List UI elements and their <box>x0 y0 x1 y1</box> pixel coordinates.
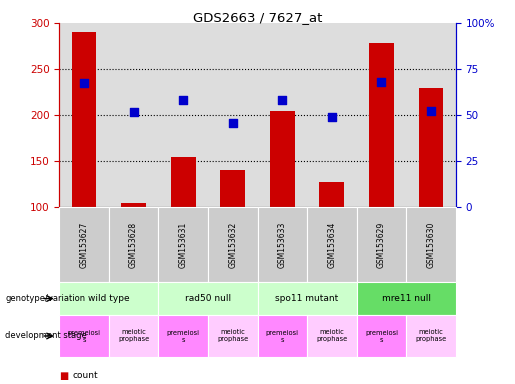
Text: GSM153633: GSM153633 <box>278 222 287 268</box>
Text: meiotic
prophase: meiotic prophase <box>316 329 348 343</box>
Point <box>129 109 138 116</box>
Text: GSM153627: GSM153627 <box>79 222 89 268</box>
Text: ■: ■ <box>59 371 68 381</box>
Text: GSM153634: GSM153634 <box>328 222 336 268</box>
Text: wild type: wild type <box>88 294 130 303</box>
Point <box>80 80 88 86</box>
Text: premeiosi
s: premeiosi s <box>67 329 100 343</box>
Text: count: count <box>72 371 98 381</box>
Bar <box>72 32 96 300</box>
Text: GSM153628: GSM153628 <box>129 222 138 268</box>
Text: GSM153631: GSM153631 <box>179 222 187 268</box>
Text: GSM153630: GSM153630 <box>426 222 436 268</box>
Text: spo11 mutant: spo11 mutant <box>276 294 339 303</box>
Text: meiotic
prophase: meiotic prophase <box>217 329 248 343</box>
Bar <box>270 111 295 300</box>
Point <box>328 114 336 120</box>
Bar <box>220 170 245 300</box>
Text: mre11 null: mre11 null <box>382 294 431 303</box>
Bar <box>121 203 146 300</box>
Bar <box>369 43 394 300</box>
Text: development stage: development stage <box>5 331 87 341</box>
Text: premeiosi
s: premeiosi s <box>266 329 299 343</box>
Text: meiotic
prophase: meiotic prophase <box>416 329 447 343</box>
Text: rad50 null: rad50 null <box>185 294 231 303</box>
Text: GSM153629: GSM153629 <box>377 222 386 268</box>
Point <box>229 119 237 126</box>
Text: GSM153632: GSM153632 <box>228 222 237 268</box>
Text: premeiosi
s: premeiosi s <box>365 329 398 343</box>
Point <box>427 108 435 114</box>
Point <box>278 96 286 103</box>
Bar <box>319 182 344 300</box>
Text: meiotic
prophase: meiotic prophase <box>118 329 149 343</box>
Text: GDS2663 / 7627_at: GDS2663 / 7627_at <box>193 12 322 25</box>
Text: genotype/variation: genotype/variation <box>5 294 85 303</box>
Text: premeiosi
s: premeiosi s <box>167 329 200 343</box>
Point <box>377 79 386 85</box>
Bar <box>171 157 196 300</box>
Point <box>179 96 187 103</box>
Bar <box>419 88 443 300</box>
